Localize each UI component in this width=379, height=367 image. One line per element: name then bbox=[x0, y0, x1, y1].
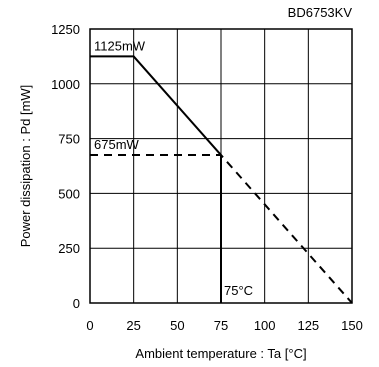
x-tick-label: 75 bbox=[214, 318, 228, 333]
annotation-75c: 75°C bbox=[224, 283, 253, 298]
y-axis-title: Power dissipation : Pd [mW] bbox=[18, 85, 33, 248]
y-tick-label: 750 bbox=[58, 132, 80, 147]
y-tick-label: 500 bbox=[58, 186, 80, 201]
y-tick-label: 0 bbox=[73, 296, 80, 311]
y-tick-label: 1000 bbox=[51, 77, 80, 92]
y-tick-labels: 0 250 500 750 1000 1250 bbox=[51, 22, 80, 311]
derating-line-solid bbox=[90, 55, 222, 303]
x-tick-label: 150 bbox=[341, 318, 363, 333]
x-tick-label: 0 bbox=[86, 318, 93, 333]
series-layer bbox=[90, 55, 353, 304]
y-tick-label: 250 bbox=[58, 241, 80, 256]
x-tick-label: 50 bbox=[170, 318, 184, 333]
x-axis-title: Ambient temperature : Ta [°C] bbox=[135, 346, 306, 361]
annotation-1125mw: 1125mW bbox=[94, 38, 146, 53]
y-tick-label: 1250 bbox=[51, 22, 80, 37]
annotation-layer: 1125mW 675mW 75°C bbox=[94, 38, 253, 298]
x-tick-label: 25 bbox=[126, 318, 140, 333]
annotation-675mw: 675mW bbox=[94, 137, 140, 152]
x-tick-label: 100 bbox=[254, 318, 276, 333]
model-label: BD6753KV bbox=[288, 5, 353, 20]
x-tick-label: 125 bbox=[297, 318, 319, 333]
x-tick-labels: 0 25 50 75 100 125 150 bbox=[86, 318, 362, 333]
derating-line-dashed bbox=[90, 154, 353, 304]
